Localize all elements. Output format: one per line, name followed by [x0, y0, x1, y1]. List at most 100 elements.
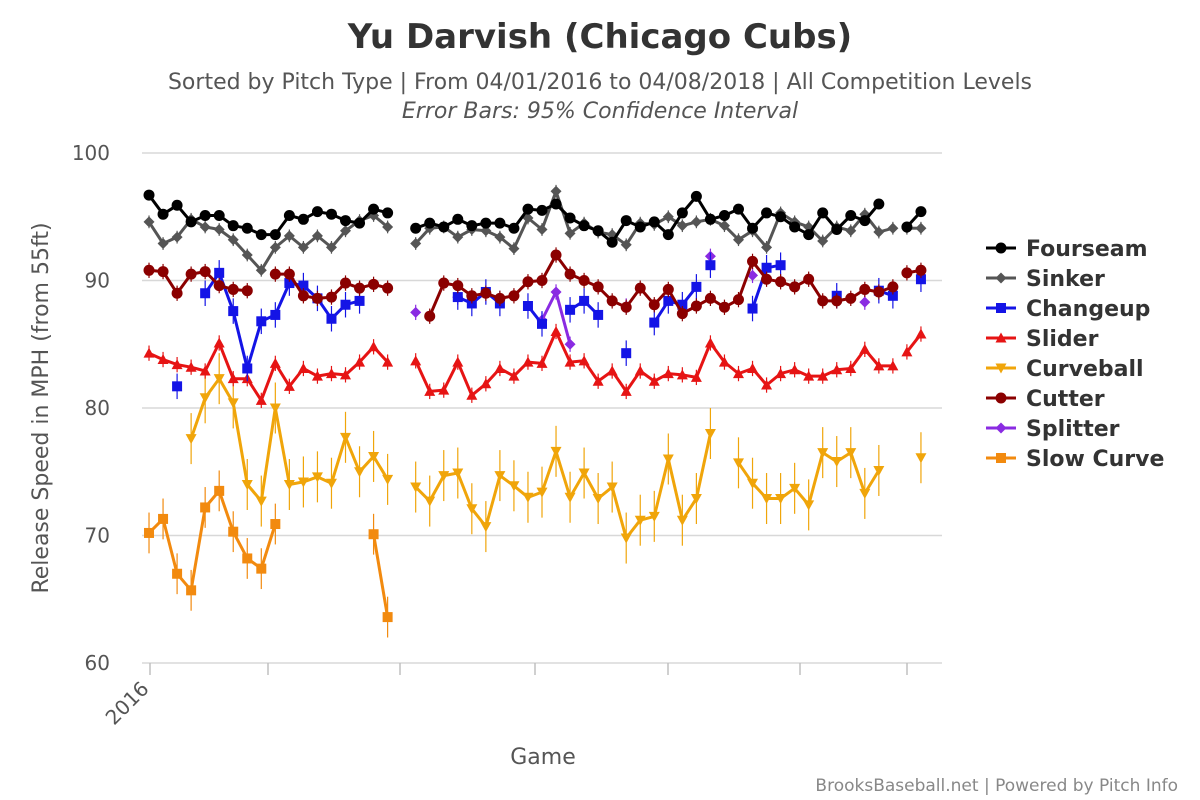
point-slider-0-0[interactable]: [143, 347, 155, 358]
point-curveball-2-5[interactable]: [803, 500, 815, 511]
point-splitter-2-1[interactable]: [550, 286, 562, 298]
point-fourseam-1-14[interactable]: [606, 236, 618, 248]
point-slider-1-26[interactable]: [775, 368, 787, 379]
point-cutter-2-5[interactable]: [494, 292, 506, 304]
legend-item-sinker[interactable]: Sinker: [986, 267, 1105, 292]
point-fourseam-0-3[interactable]: [185, 216, 197, 228]
point-cutter-2-30[interactable]: [845, 292, 857, 304]
point-cutter-0-4[interactable]: [199, 266, 211, 278]
point-fourseam-0-16[interactable]: [368, 203, 380, 215]
point-cutter-2-10[interactable]: [564, 268, 576, 280]
point-fourseam-0-4[interactable]: [199, 209, 211, 221]
point-fourseam-1-23[interactable]: [732, 203, 744, 215]
point-fourseam-1-28[interactable]: [803, 229, 815, 241]
point-curveball-0-2[interactable]: [213, 374, 225, 385]
legend-marker-changeup[interactable]: [996, 303, 1006, 313]
point-changeup-1-11[interactable]: [354, 295, 365, 306]
point-slider-1-33[interactable]: [873, 360, 885, 371]
point-cutter-2-33[interactable]: [887, 281, 899, 293]
point-cutter-1-7[interactable]: [368, 278, 380, 290]
point-sinker-0-5[interactable]: [213, 224, 225, 235]
point-sinker-0-17[interactable]: [382, 221, 394, 233]
point-fourseam-1-22[interactable]: [718, 209, 730, 221]
point-slider-0-6[interactable]: [227, 373, 239, 384]
point-fourseam-0-15[interactable]: [354, 217, 366, 229]
point-cutter-1-6[interactable]: [354, 282, 366, 294]
point-changeup-4-2[interactable]: [593, 309, 604, 320]
point-changeup-8-2[interactable]: [775, 260, 786, 271]
point-splitter-6-0[interactable]: [859, 296, 871, 308]
point-curveball-0-10[interactable]: [325, 478, 337, 489]
point-cutter-1-3[interactable]: [311, 292, 323, 304]
point-slider-0-8[interactable]: [255, 394, 267, 405]
point-sinker-1-31[interactable]: [845, 225, 857, 237]
point-cutter-2-28[interactable]: [817, 295, 829, 307]
point-sinker-1-10[interactable]: [550, 185, 562, 197]
point-fourseam-0-14[interactable]: [340, 215, 352, 227]
point-slider-0-4[interactable]: [199, 365, 211, 376]
point-curveball-1-17[interactable]: [648, 511, 660, 522]
point-curveball-1-20[interactable]: [690, 494, 702, 505]
point-cutter-1-5[interactable]: [340, 277, 352, 289]
point-slider-1-3[interactable]: [452, 356, 464, 367]
point-slider-1-30[interactable]: [831, 364, 843, 375]
point-changeup-6-1[interactable]: [663, 295, 674, 306]
point-fourseam-1-0[interactable]: [410, 222, 422, 234]
legend-item-changeup[interactable]: Changeup: [986, 297, 1150, 322]
point-fourseam-0-13[interactable]: [325, 208, 337, 220]
point-cutter-2-31[interactable]: [859, 283, 871, 295]
point-slider-1-2[interactable]: [438, 384, 450, 395]
point-slider-1-9[interactable]: [536, 357, 548, 368]
point-curveball-1-6[interactable]: [494, 471, 506, 482]
point-fourseam-1-19[interactable]: [676, 207, 688, 219]
point-cutter-2-8[interactable]: [536, 275, 548, 286]
point-curveball-1-10[interactable]: [550, 446, 562, 457]
point-fourseam-1-27[interactable]: [789, 221, 801, 233]
point-fourseam-0-8[interactable]: [255, 229, 267, 241]
point-fourseam-1-6[interactable]: [494, 217, 506, 229]
point-fourseam-2-1[interactable]: [915, 206, 927, 218]
point-changeup-1-10[interactable]: [340, 299, 351, 310]
point-sinker-1-19[interactable]: [676, 220, 688, 232]
point-slider-1-24[interactable]: [747, 362, 759, 373]
point-curveball-0-11[interactable]: [340, 432, 352, 443]
point-cutter-3-0[interactable]: [901, 267, 913, 279]
point-fourseam-1-11[interactable]: [564, 212, 576, 224]
point-slider-0-17[interactable]: [382, 356, 394, 367]
point-fourseam-1-15[interactable]: [620, 215, 632, 227]
point-fourseam-1-7[interactable]: [508, 222, 520, 234]
legend-marker-sinker[interactable]: [995, 272, 1007, 284]
point-sinker-0-7[interactable]: [241, 249, 253, 261]
legend-item-splitter[interactable]: Splitter: [986, 417, 1120, 442]
point-slow-curve-1-1[interactable]: [382, 612, 393, 623]
point-slow-curve-0-2[interactable]: [172, 568, 183, 579]
point-changeup-1-9[interactable]: [326, 313, 337, 324]
point-sinker-0-10[interactable]: [283, 230, 295, 242]
legend-item-fourseam[interactable]: Fourseam: [986, 237, 1148, 262]
point-fourseam-1-33[interactable]: [873, 198, 885, 210]
point-slow-curve-1-0[interactable]: [368, 529, 379, 540]
point-fourseam-0-9[interactable]: [269, 229, 281, 241]
point-fourseam-1-9[interactable]: [536, 204, 548, 216]
point-curveball-0-12[interactable]: [354, 467, 366, 478]
point-cutter-2-4[interactable]: [480, 287, 492, 299]
point-cutter-2-3[interactable]: [466, 290, 478, 302]
point-slider-1-15[interactable]: [620, 385, 632, 396]
point-cutter-2-6[interactable]: [508, 290, 520, 302]
legend-item-curveball[interactable]: Curveball: [986, 357, 1144, 382]
point-curveball-1-21[interactable]: [704, 429, 716, 439]
point-fourseam-0-1[interactable]: [157, 208, 169, 220]
point-slider-1-18[interactable]: [662, 368, 674, 379]
point-curveball-0-0[interactable]: [185, 434, 197, 445]
point-slider-1-11[interactable]: [564, 356, 576, 367]
point-sinker-0-8[interactable]: [255, 264, 267, 276]
point-curveball-1-14[interactable]: [606, 482, 618, 493]
point-changeup-8-0[interactable]: [747, 303, 758, 314]
point-fourseam-1-31[interactable]: [845, 209, 857, 221]
point-changeup-1-3[interactable]: [242, 363, 253, 374]
point-curveball-2-4[interactable]: [789, 483, 801, 494]
point-slider-1-34[interactable]: [887, 360, 899, 371]
point-cutter-0-1[interactable]: [157, 266, 169, 278]
legend-item-cutter[interactable]: Cutter: [986, 387, 1105, 412]
point-sinker-0-6[interactable]: [227, 234, 239, 246]
